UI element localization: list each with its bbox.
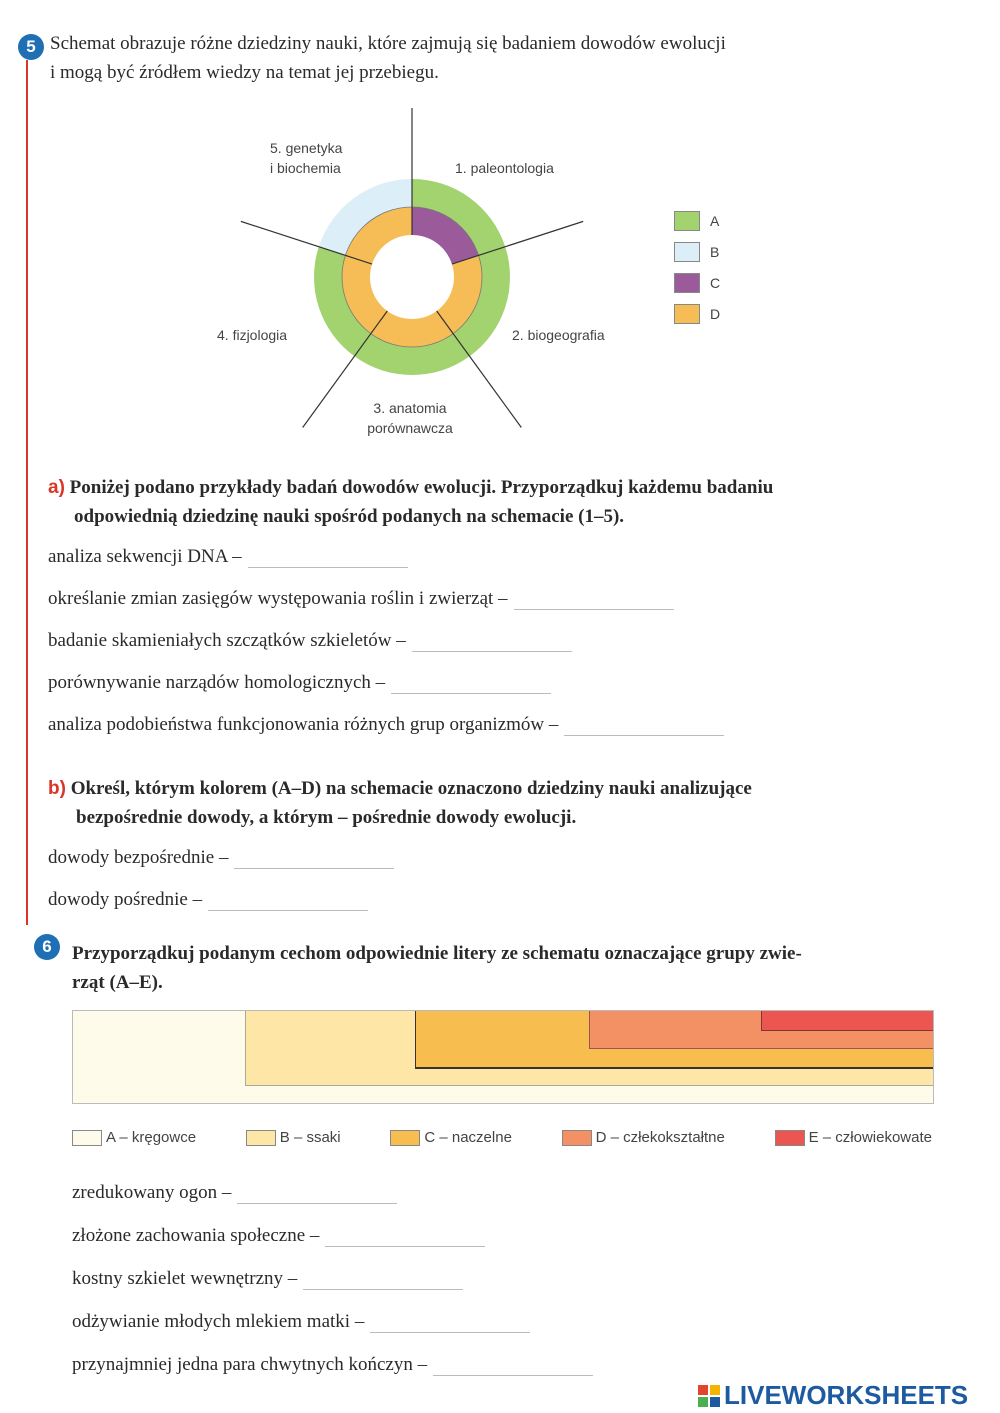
answer-blank[interactable]: [234, 854, 395, 869]
outer-ring-sector-1: [412, 179, 506, 256]
answer-row: kostny szkielet wewnętrzny –: [72, 1268, 593, 1290]
legend-swatch: [390, 1129, 421, 1146]
task-6-instruction: Przyporządkuj podanym cechom odpowiednie…: [72, 943, 802, 993]
item-text: złożone zachowania społeczne –: [72, 1225, 320, 1246]
science-fields-diagram: [240, 108, 584, 428]
answer-blank[interactable]: [237, 1189, 398, 1204]
answer-blank[interactable]: [411, 637, 572, 652]
answer-blank[interactable]: [433, 1361, 594, 1376]
diagram-legend: A B C D: [674, 211, 720, 324]
answer-blank[interactable]: [513, 595, 674, 610]
task-5a-items: analiza sekwencji DNA – określanie zmian …: [48, 546, 725, 736]
answer-blank[interactable]: [325, 1232, 486, 1247]
answer-row: badanie skamieniałych szczątków szkielet…: [48, 630, 724, 652]
legend-c: C: [674, 273, 720, 293]
liveworksheets-logo: LIVEWORKSHEETS: [698, 1380, 968, 1411]
answer-blank[interactable]: [370, 1318, 531, 1333]
label-sector-4: 4. fizjologia: [217, 327, 288, 343]
answer-row: analiza sekwencji DNA –: [48, 546, 724, 568]
item-text: badanie skamieniałych szczątków szkielet…: [48, 630, 406, 651]
animal-groups-legend: A – kręgowce B – ssaki C – naczelne D – czł…: [72, 1129, 932, 1146]
legend-label: B – ssaki: [279, 1129, 341, 1146]
label-sector-1: 1. paleontologia: [455, 160, 554, 176]
item-text: dowody pośrednie –: [48, 889, 203, 910]
section-margin-line: [26, 60, 28, 925]
label-sector-3: 3. anatomia porównawcza: [367, 400, 453, 436]
legend-item: A – kręgowce: [72, 1129, 196, 1146]
spoke-line: [240, 220, 373, 265]
task-5b-items: dowody bezpośrednie – dowody pośrednie –: [48, 847, 395, 911]
item-text: przynajmniej jedna para chwytnych kończy…: [72, 1354, 428, 1375]
item-text: porównywanie narządów homologicznych –: [48, 672, 386, 693]
legend-label: D – człekokształtne: [595, 1129, 725, 1146]
outer-ring-sector-5: [318, 179, 412, 256]
legend-item: E – człowiekowate: [774, 1129, 932, 1146]
legend-d: D: [674, 304, 720, 324]
answer-row: złożone zachowania społeczne –: [72, 1225, 593, 1247]
item-text: określanie zmian zasięgów występowania r…: [48, 588, 508, 609]
answer-row: dowody pośrednie –: [48, 889, 394, 911]
item-text: odżywianie młodych mlekiem matki –: [72, 1311, 365, 1332]
item-text: kostny szkielet wewnętrzny –: [72, 1268, 298, 1289]
answer-blank[interactable]: [564, 721, 725, 736]
outer-ring-sector-4: [314, 246, 371, 357]
answer-row: określanie zmian zasięgów występowania r…: [48, 588, 724, 610]
task-6-number: 6: [34, 934, 60, 960]
legend-label: A – kręgowce: [106, 1129, 197, 1146]
item-text: analiza podobieństwa funkcjonowania różn…: [48, 714, 559, 735]
answer-row: odżywianie młodych mlekiem matki –: [72, 1311, 593, 1333]
legend-label: C – naczelne: [424, 1129, 512, 1146]
inner-ring-sector-3: [370, 310, 454, 348]
legend-item: C – naczelne: [390, 1129, 512, 1146]
legend-item: D – człekokształtne: [561, 1129, 725, 1146]
legend-swatch: [774, 1129, 805, 1146]
spoke-line: [451, 220, 584, 265]
answer-row: przynajmniej jedna para chwytnych kończy…: [72, 1354, 594, 1376]
item-text: zredukowany ogon –: [72, 1182, 232, 1203]
task-5a-instruction: a) Poniżej podano przykłady badań dowodó…: [48, 477, 774, 527]
inner-ring-sector-2: [436, 255, 482, 334]
item-text: dowody bezpośrednie –: [48, 847, 229, 868]
intro-line-1: Schemat obrazuje różne dziedziny nauki, …: [50, 33, 726, 54]
animal-groups-scheme: [72, 1010, 934, 1104]
outer-ring-sector-2: [453, 246, 510, 357]
legend-b: B: [674, 242, 720, 262]
legend-swatch: [72, 1129, 102, 1146]
answer-row: zredukowany ogon –: [72, 1182, 593, 1204]
answer-row: dowody bezpośrednie –: [48, 847, 395, 869]
label-sector-5: 5. genetyka i biochemia: [270, 140, 343, 176]
group-e-box: [761, 1011, 933, 1031]
spoke-line: [436, 310, 522, 428]
inner-ring-sector-4: [342, 255, 388, 334]
answer-row: analiza podobieństwa funkcjonowania różn…: [48, 714, 725, 736]
intro-line-2: i mogą być źródłem wiedzy na temat jej p…: [50, 62, 439, 83]
logo-icon: [698, 1384, 720, 1407]
legend-a: A: [674, 211, 720, 231]
legend-swatch: [561, 1129, 592, 1146]
task-5-intro: Schemat obrazuje różne dziedziny nauki, …: [50, 29, 726, 87]
answer-blank[interactable]: [208, 896, 369, 911]
answer-blank[interactable]: [391, 679, 552, 694]
label-sector-2: 2. biogeografia: [512, 327, 605, 343]
answer-row: porównywanie narządów homologicznych –: [48, 672, 724, 694]
legend-swatch: [245, 1129, 276, 1146]
answer-blank[interactable]: [247, 553, 408, 568]
task-5b-instruction: b) Określ, którym kolorem (A–D) na schem…: [48, 778, 752, 828]
task-5-number: 5: [18, 34, 44, 60]
inner-ring-sector-5: [345, 207, 412, 265]
legend-label: E – człowiekowate: [808, 1129, 932, 1146]
task-6-items: zredukowany ogon – złożone zachowania spo…: [72, 1182, 594, 1376]
item-text: analiza sekwencji DNA –: [48, 546, 242, 567]
answer-blank[interactable]: [303, 1275, 464, 1290]
inner-ring-sector-1: [412, 207, 479, 265]
outer-ring-sector-3: [354, 333, 470, 375]
spoke-line: [302, 310, 388, 428]
legend-item: B – ssaki: [245, 1129, 341, 1146]
